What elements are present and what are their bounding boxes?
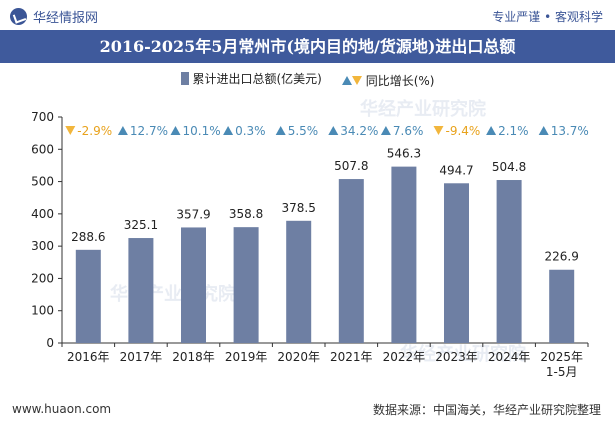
legend-down-arrow-icon xyxy=(351,76,362,85)
bar xyxy=(338,179,364,343)
data-label: 546.3 xyxy=(387,147,421,161)
growth-up-arrow-icon xyxy=(223,126,234,135)
data-label: 378.5 xyxy=(282,201,316,215)
slogan: 专业严谨 • 客观科学 xyxy=(492,10,603,24)
growth-label: 7.6% xyxy=(393,124,424,138)
x-tick-label: 2017年 xyxy=(120,350,163,364)
footer-source: 数据来源：中国海关，华经产业研究院整理 xyxy=(372,403,601,417)
bar-chart: 0 100 200 300 400 500 600 700 288.6 2016年 -2.9% 325… xyxy=(31,110,589,379)
x-tick-label: 1-5月 xyxy=(546,365,578,379)
footer-website[interactable]: www.huaon.com xyxy=(12,402,112,416)
growth-up-arrow-icon xyxy=(538,126,549,135)
bar xyxy=(391,166,417,343)
growth-up-arrow-icon xyxy=(328,126,339,135)
x-tick-label: 2024年 xyxy=(488,350,531,364)
y-tick-label: 700 xyxy=(31,110,54,124)
x-tick-label: 2023年 xyxy=(435,350,478,364)
x-tick-label: 2022年 xyxy=(383,350,426,364)
brand-name: 华经情报网 xyxy=(33,11,99,26)
y-tick-label: 0 xyxy=(46,336,54,350)
growth-up-arrow-icon xyxy=(380,126,391,135)
growth-down-arrow-icon xyxy=(65,126,76,135)
bar xyxy=(549,269,575,343)
x-tick-label: 2025年 xyxy=(540,350,583,364)
top-bar: 华经情报网 专业严谨 • 客观科学 xyxy=(0,0,615,30)
legend-item-growth: 同比增长(%) xyxy=(341,72,435,89)
x-tick-label: 2020年 xyxy=(277,350,320,364)
growth-label: -9.4% xyxy=(446,124,481,138)
x-tick-label: 2016年 xyxy=(67,350,110,364)
data-label: 357.9 xyxy=(176,207,210,221)
growth-label: 12.7% xyxy=(130,124,168,138)
bar xyxy=(128,238,154,343)
growth-up-arrow-icon xyxy=(275,126,286,135)
y-tick-label: 600 xyxy=(31,142,54,156)
growth-label: 10.1% xyxy=(183,124,221,138)
growth-label: -2.9% xyxy=(77,124,112,138)
legend-item-bars: 累计进出口总额(亿美元) xyxy=(180,70,322,87)
growth-down-arrow-icon xyxy=(433,126,444,135)
legend-bar-label: 累计进出口总额(亿美元) xyxy=(192,72,322,86)
bar xyxy=(496,180,522,343)
brand-logo-icon xyxy=(10,8,27,25)
y-tick-label: 400 xyxy=(31,207,54,221)
growth-label: 13.7% xyxy=(551,124,589,138)
growth-label: 0.3% xyxy=(235,124,266,138)
data-label: 504.8 xyxy=(492,160,526,174)
data-label: 358.8 xyxy=(229,207,263,221)
growth-up-arrow-icon xyxy=(170,126,181,135)
growth-up-arrow-icon xyxy=(486,126,497,135)
legend-growth-label: 同比增长(%) xyxy=(365,74,435,88)
legend: 累计进出口总额(亿美元) 同比增长(%) xyxy=(0,70,615,89)
bar xyxy=(181,227,206,343)
growth-label: 5.5% xyxy=(288,124,319,138)
chart-title: 2016-2025年5月常州市(境内目的地/货源地)进出口总额 xyxy=(0,30,615,63)
growth-label: 2.1% xyxy=(498,124,528,138)
legend-up-arrow-icon xyxy=(341,76,352,85)
brand: 华经情报网 xyxy=(10,7,98,26)
y-tick-label: 100 xyxy=(31,304,54,318)
data-label: 494.7 xyxy=(439,163,473,177)
x-tick-label: 2021年 xyxy=(330,350,373,364)
x-tick-label: 2019年 xyxy=(225,350,268,364)
bar xyxy=(233,227,259,343)
growth-up-arrow-icon xyxy=(117,126,128,135)
legend-bar-swatch xyxy=(180,72,189,85)
bar xyxy=(75,249,101,343)
y-tick-label: 300 xyxy=(31,239,54,253)
bar xyxy=(286,220,312,343)
data-label: 226.9 xyxy=(545,250,579,264)
data-label: 507.8 xyxy=(334,159,368,173)
data-label: 325.1 xyxy=(124,218,158,232)
bar xyxy=(444,183,469,343)
y-tick-label: 200 xyxy=(31,271,54,285)
growth-label: 34.2% xyxy=(340,124,378,138)
data-label: 288.6 xyxy=(71,230,105,244)
x-tick-label: 2018年 xyxy=(172,350,215,364)
y-tick-label: 500 xyxy=(31,175,54,189)
